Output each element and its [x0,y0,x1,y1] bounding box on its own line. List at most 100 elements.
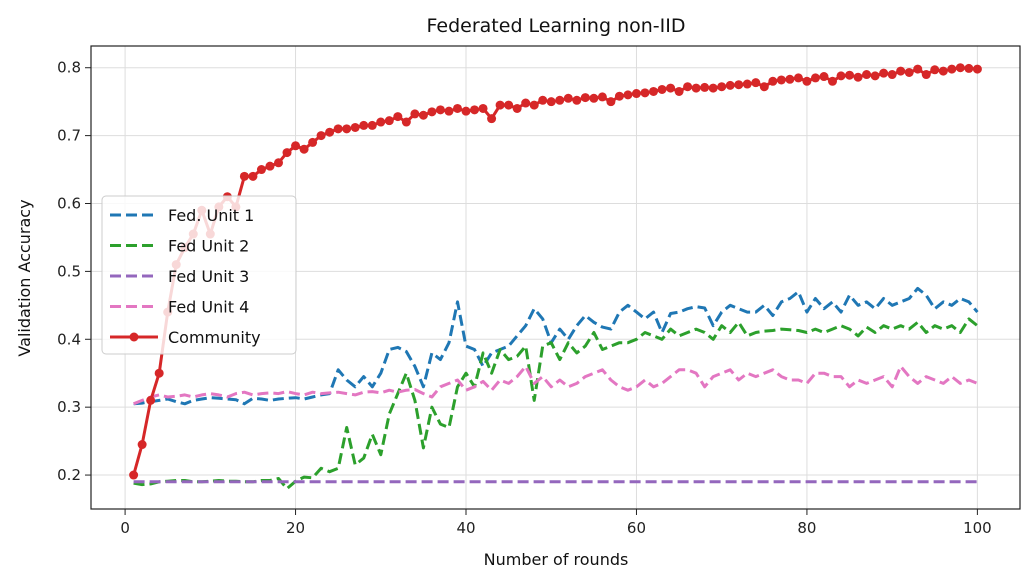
data-point [538,95,548,105]
ticks: 0 20 40 60 80 100 0.2 0.3 0.4 0.5 0.6 0.7 0.8 [57,59,992,537]
data-point [376,117,386,127]
data-point [444,106,454,116]
x-tick-label: 80 [797,519,816,537]
data-point [495,100,505,110]
data-point [751,78,761,88]
data-point [955,63,965,73]
data-point [470,105,480,115]
data-point [342,124,352,134]
x-tick-label: 0 [120,519,130,537]
data-point [742,79,752,89]
data-point [555,95,565,105]
data-point [768,76,778,86]
legend-label: Fed Unit 4 [168,298,249,317]
legend-box [101,195,297,355]
data-point [853,72,863,82]
data-point [274,158,284,168]
data-point [776,75,786,85]
legend-label: Fed Unit 3 [168,267,249,286]
x-axis-label: Number of rounds [484,550,629,569]
data-point [683,82,693,92]
data-point [282,148,292,158]
data-point [734,80,744,90]
series-3 [133,364,978,406]
legend-item: Fed Unit 3 [110,267,249,286]
data-point [384,116,394,126]
data-point [640,88,650,98]
y-tick-label: 0.3 [57,398,81,416]
data-point [325,127,335,137]
plot-frame [90,45,1021,510]
data-point [580,93,590,103]
data-point [836,71,846,81]
legend-item: Fed. Unit 1 [110,206,254,225]
data-point [478,103,488,113]
data-point [827,76,837,86]
legend-label: Community [168,328,261,347]
data-point [572,95,582,105]
data-point [700,82,710,92]
data-point [427,107,437,117]
data-point [793,73,803,83]
data-point [546,97,556,107]
series-1 [133,317,979,491]
data-point [291,141,301,151]
data-point [666,83,676,93]
data-point [367,120,377,130]
data-point [964,63,974,73]
data-point [248,171,258,181]
data-point [921,70,931,80]
series-4 [129,63,982,480]
data-point [614,91,624,101]
data-point [691,83,701,93]
data-point [870,71,880,81]
legend-marker [129,332,139,342]
data-point [597,92,607,102]
data-point [657,84,667,94]
data-point [972,64,982,74]
x-tick-label: 100 [963,519,992,537]
data-point [674,86,684,96]
series-layer [129,63,982,491]
data-point [947,64,957,74]
data-point [717,82,727,92]
data-point [649,86,659,96]
data-point [418,110,428,120]
legend-item: Fed Unit 2 [110,237,249,256]
data-point [879,68,889,78]
data-point [308,137,318,147]
data-point [265,161,275,171]
series-line [133,317,979,491]
legend: Fed. Unit 1 Fed Unit 2 Fed Unit 3 Fed Unit … [101,195,297,355]
series-line [133,364,978,406]
data-point [606,97,616,107]
chart-title: Federated Learning non-IID [427,15,686,37]
data-point [129,470,139,480]
data-point [393,112,403,122]
data-point [333,124,343,134]
x-tick-label: 40 [456,519,475,537]
data-point [819,72,829,82]
data-point [904,67,914,77]
data-point [146,395,156,405]
data-point [521,98,531,108]
y-tick-label: 0.4 [57,330,81,348]
series-line [133,286,979,406]
data-point [461,106,471,116]
y-tick-label: 0.8 [57,59,81,77]
data-point [256,165,266,175]
data-point [563,93,573,103]
data-point [316,131,326,141]
legend-label: Fed. Unit 1 [168,206,254,225]
data-point [401,117,411,127]
x-tick-label: 20 [286,519,305,537]
data-point [239,171,249,181]
data-point [845,70,855,80]
data-point [862,70,872,80]
data-point [487,114,497,124]
data-point [350,122,360,132]
data-point [708,83,718,93]
data-point [589,93,599,103]
data-point [299,144,309,154]
